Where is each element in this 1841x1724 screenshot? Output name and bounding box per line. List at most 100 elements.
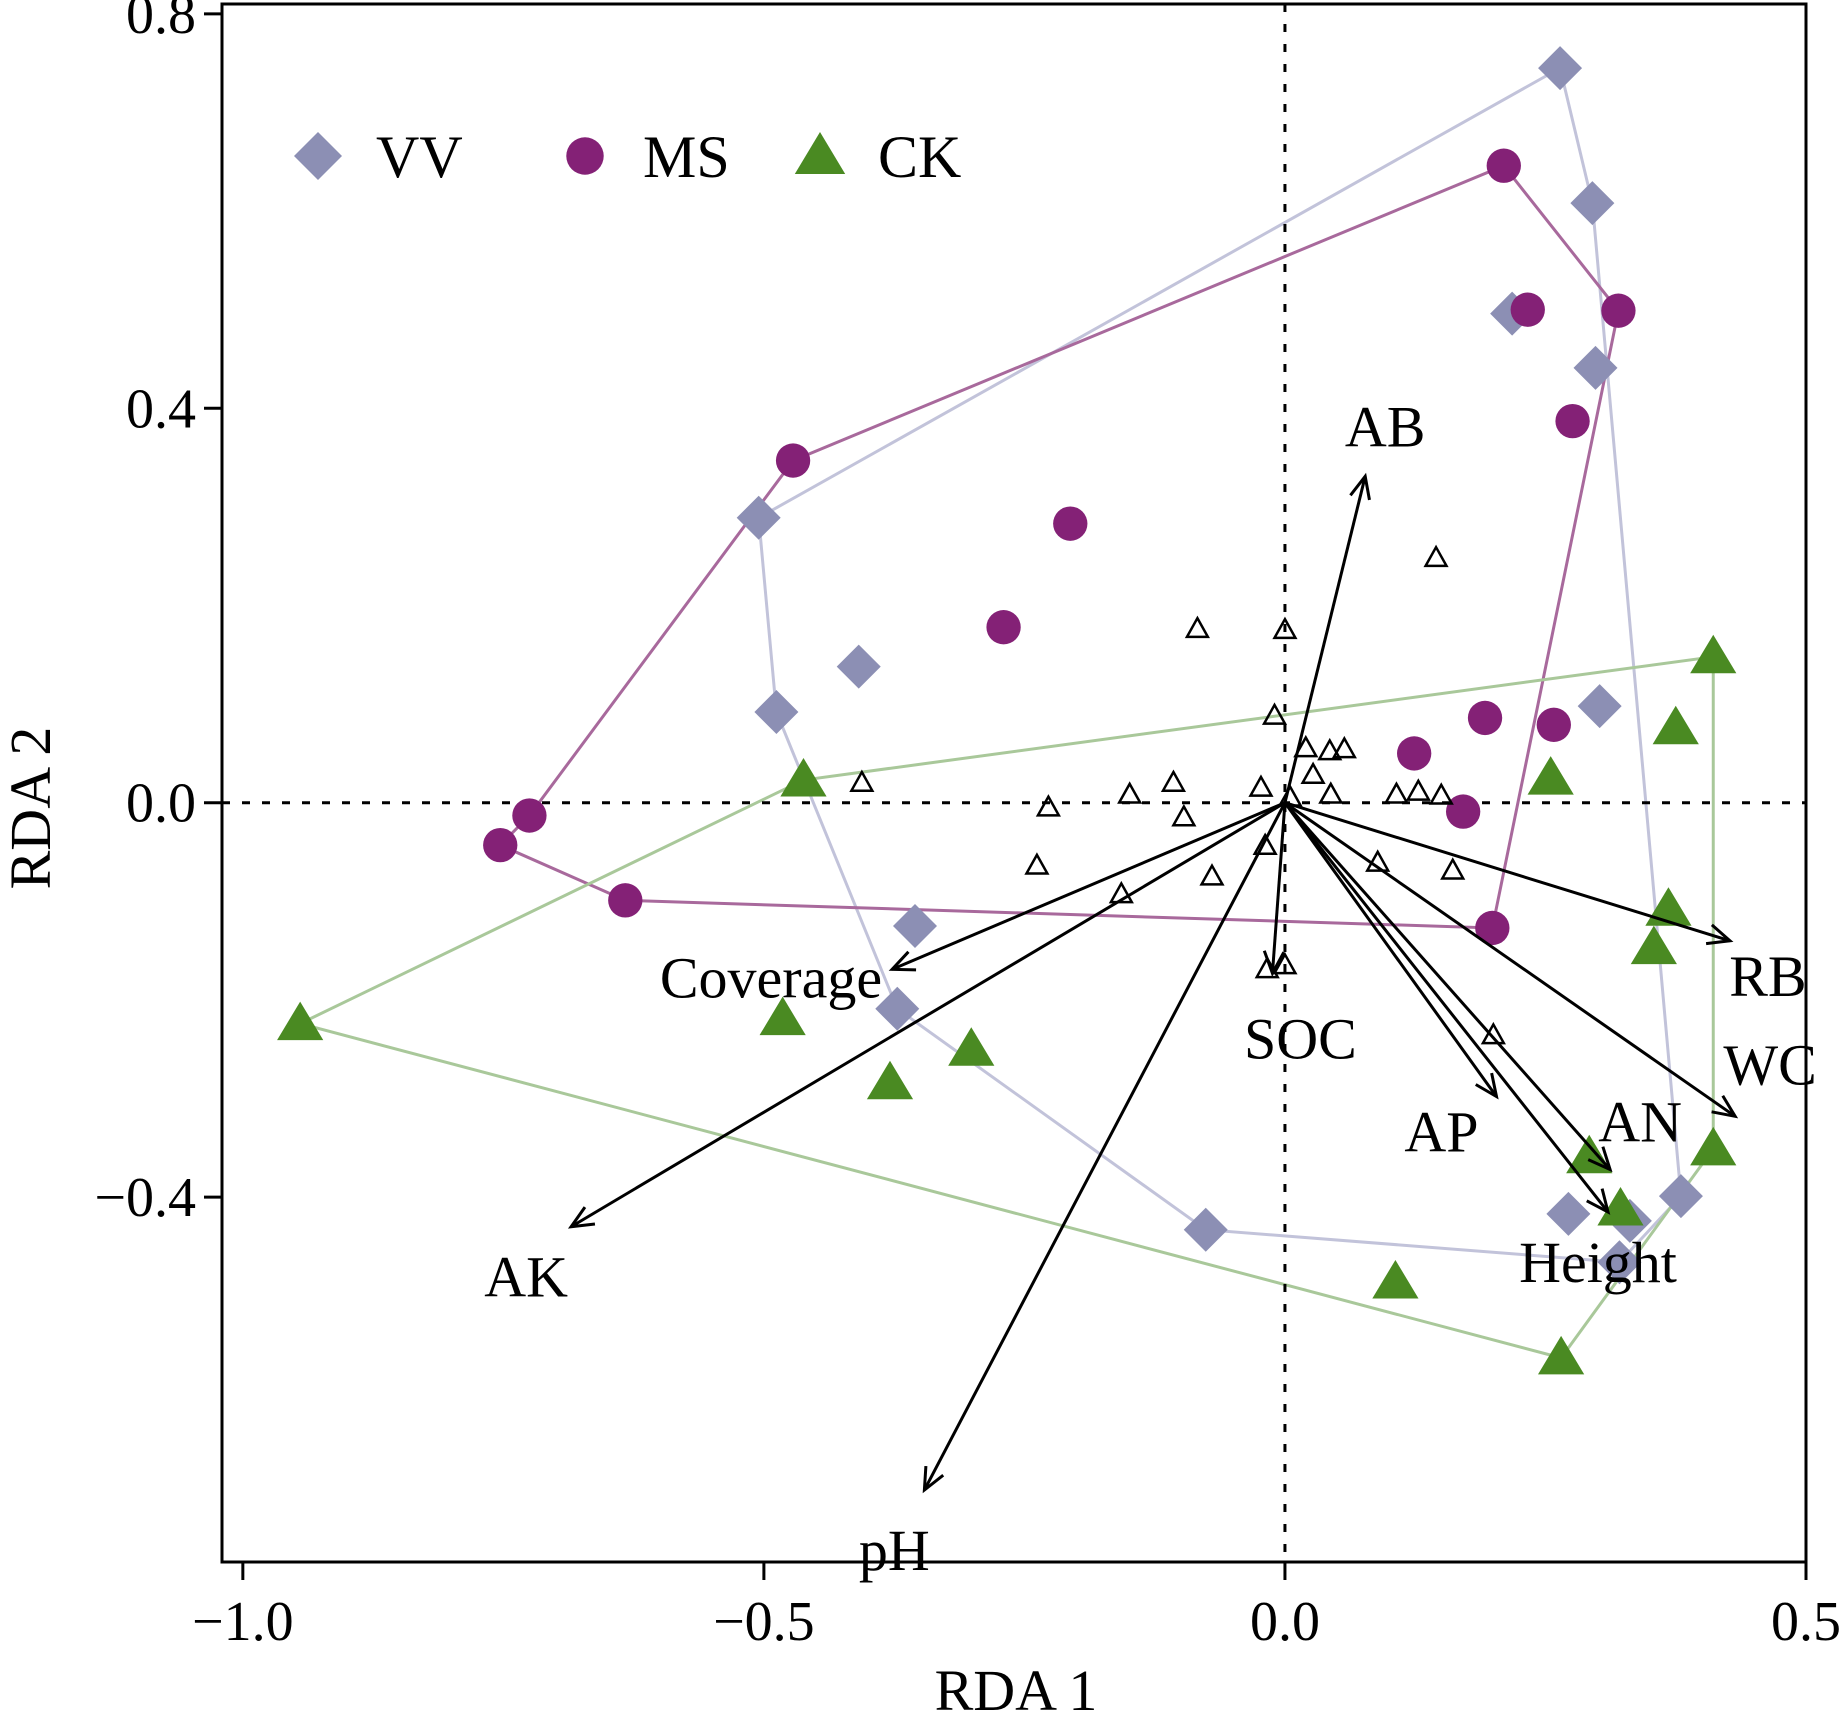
- arrow-label-ph: pH: [859, 1518, 930, 1583]
- point-ck-15: [277, 1001, 324, 1041]
- arrow-label-ap: AP: [1404, 1100, 1478, 1165]
- y-tick-label-3: 0.4: [126, 378, 196, 440]
- environment-arrows: AB Coverage AK pH SOC RB WC AP AN Height: [484, 394, 1817, 1583]
- point-ck-3: [1527, 756, 1574, 795]
- point-ms-14: [608, 883, 643, 918]
- x-tick-label-4: 0.5: [1771, 1591, 1841, 1653]
- x-axis-title: RDA 1: [935, 1658, 1098, 1723]
- point-ck-13: [1372, 1259, 1419, 1299]
- legend-marker-vv: [294, 132, 342, 180]
- arrow-label-an: AN: [1598, 1090, 1682, 1155]
- point-ms-15: [1475, 910, 1510, 946]
- point-ck-7: [759, 996, 806, 1036]
- point-ms-6: [1053, 506, 1088, 541]
- point-vv-4: [1573, 345, 1618, 390]
- point-ck-12: [1597, 1186, 1644, 1226]
- point-species-9: [1160, 769, 1187, 792]
- reference-lines: [222, 4, 1806, 1562]
- arrowhead-wc: [1711, 1094, 1739, 1119]
- point-species-10: [1300, 761, 1326, 785]
- y-axis-title: RDA 2: [0, 727, 63, 890]
- point-species-21: [1252, 832, 1278, 856]
- arrow-an: [1283, 801, 1612, 1171]
- point-ck-6: [1630, 925, 1677, 965]
- point-ms-11: [1445, 794, 1481, 829]
- point-species-13: [1318, 781, 1344, 804]
- point-ms-3: [1601, 293, 1636, 328]
- plot-frame: [220, 2, 1808, 1564]
- arrow-label-ab: AB: [1345, 394, 1426, 459]
- point-ck-14: [1538, 1335, 1585, 1375]
- point-vv-8: [1577, 684, 1622, 729]
- arrowhead-soc: [1262, 950, 1286, 977]
- y-tick-label-4: 0.8: [126, 0, 196, 46]
- point-ms-4: [1555, 403, 1590, 439]
- point-ck-1: [1690, 634, 1737, 674]
- arrow-height: [1283, 801, 1610, 1213]
- point-species-28: [1480, 1021, 1506, 1045]
- arrow-label-soc: SOC: [1244, 1006, 1357, 1071]
- arrowhead-rb: [1705, 923, 1734, 946]
- point-ms-9: [1536, 707, 1571, 742]
- point-ck-2: [1652, 705, 1699, 745]
- arrow-ap: [1283, 801, 1498, 1098]
- point-ms-5: [775, 443, 811, 478]
- x-tick-label-1: −1.0: [192, 1591, 294, 1653]
- point-species-25: [1440, 857, 1466, 880]
- hull-ck: [295, 655, 1715, 1360]
- point-species-12: [1117, 781, 1143, 804]
- arrow-coverage: [891, 801, 1286, 971]
- point-species-1: [1423, 544, 1449, 568]
- point-vv-9: [893, 903, 937, 948]
- point-vv-5: [736, 495, 781, 540]
- point-vv-11: [1658, 1174, 1703, 1219]
- sample-points: [277, 46, 1737, 1375]
- point-ck-5: [1645, 887, 1692, 926]
- point-species-3: [1272, 616, 1298, 640]
- legend: VV MS CK: [294, 124, 961, 190]
- y-tick-label-2: 0.0: [126, 773, 196, 835]
- arrow-rb: [1284, 801, 1731, 943]
- arrow-soc: [1270, 802, 1287, 974]
- arrow-ab: [1283, 475, 1367, 804]
- point-species-5: [1293, 734, 1319, 758]
- point-vv-12: [1546, 1191, 1591, 1236]
- arrowhead-ab: [1349, 472, 1371, 501]
- point-vv-14: [1183, 1207, 1228, 1252]
- point-ck-9: [866, 1060, 914, 1100]
- point-vv-1: [1538, 46, 1583, 91]
- arrow-label-coverage: Coverage: [660, 945, 882, 1010]
- arrow-label-rb: RB: [1729, 944, 1806, 1009]
- point-species-23: [1108, 880, 1134, 904]
- legend-marker-ck: [794, 132, 846, 174]
- point-ck-11: [1566, 1134, 1613, 1174]
- axes: −1.0 −0.5 0.0 0.5 −0.4 0.0 0.4 0.8: [94, 0, 1841, 1653]
- arrow-label-ak: AK: [484, 1245, 568, 1310]
- point-species-24: [1365, 849, 1391, 872]
- point-species-11: [1248, 774, 1274, 797]
- point-ms-10: [1397, 736, 1432, 771]
- arrowhead-an: [1587, 1146, 1613, 1173]
- point-ms-13: [483, 827, 518, 863]
- point-species-17: [1035, 794, 1061, 817]
- arrow-label-wc: WC: [1723, 1032, 1816, 1097]
- point-ms-8: [1467, 700, 1503, 736]
- point-vv-15: [1597, 1240, 1642, 1285]
- arrowhead-coverage: [888, 950, 917, 972]
- point-species-27: [1272, 951, 1298, 975]
- y-tick-label-1: −0.4: [94, 1167, 196, 1229]
- point-ck-8: [948, 1027, 995, 1066]
- point-species-7: [1331, 735, 1357, 759]
- point-species-6: [1317, 737, 1343, 761]
- x-tick-label-3: 0.0: [1250, 1591, 1320, 1653]
- x-tick-label-2: −0.5: [713, 1591, 815, 1653]
- point-species-2: [1184, 615, 1210, 639]
- point-ms-1: [1486, 148, 1521, 183]
- point-species-15: [1405, 778, 1431, 801]
- point-species-4: [1261, 702, 1288, 725]
- point-species-22: [1199, 863, 1225, 886]
- legend-label-ms: MS: [643, 124, 730, 190]
- point-ck-4: [780, 758, 827, 797]
- arrowhead-ap: [1474, 1072, 1499, 1100]
